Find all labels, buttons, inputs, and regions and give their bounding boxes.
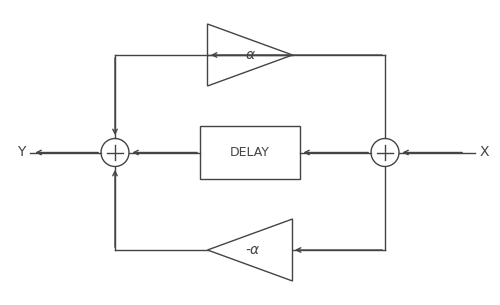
Text: Y: Y <box>16 145 25 160</box>
Text: DELAY: DELAY <box>230 146 270 159</box>
Text: X: X <box>480 145 490 160</box>
Bar <box>200 126 300 179</box>
Text: -α: -α <box>246 243 260 257</box>
Text: α: α <box>246 48 254 62</box>
